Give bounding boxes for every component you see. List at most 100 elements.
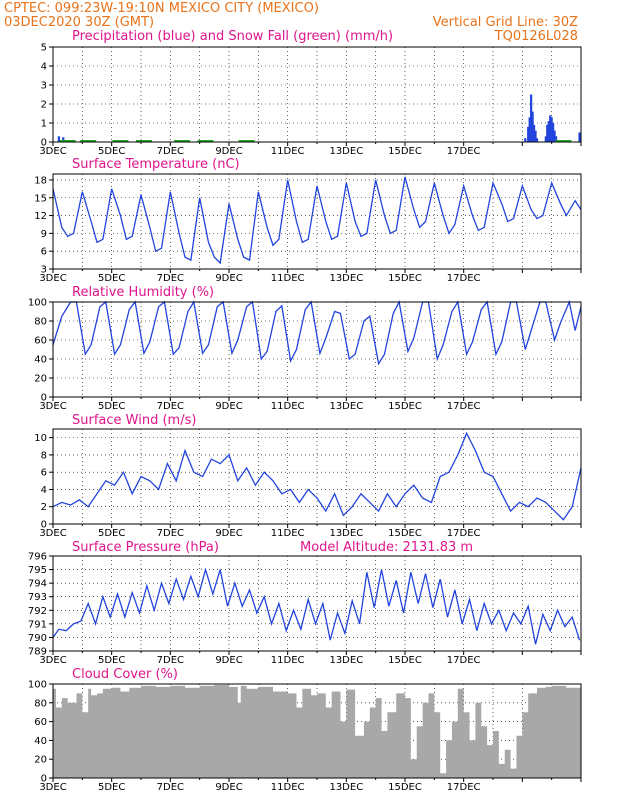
wind-xtick-label: 13DEC	[329, 528, 363, 539]
pressure-xtick-label: 11DEC	[271, 655, 305, 666]
humidity-series-line	[52, 299, 582, 366]
cloud-xtick-label: 15DEC	[388, 782, 422, 793]
humidity-ytick-label: 40	[34, 355, 47, 366]
cloud-xtick-label: 17DEC	[447, 782, 481, 793]
header-grid-note: Vertical Grid Line: 30Z	[433, 15, 578, 30]
precip-bar	[549, 115, 552, 142]
wind-panel-title: Surface Wind (m/s)	[72, 413, 196, 428]
cloud-ytick-label: 0	[41, 774, 47, 785]
pressure-series-line	[52, 567, 581, 645]
temperature-xtick-label: 5DEC	[98, 273, 125, 284]
precip-xtick-label: 15DEC	[388, 146, 422, 157]
precip-ytick-label: 0	[41, 138, 47, 149]
precip-ytick-label: 2	[41, 100, 47, 111]
precip-bar	[534, 130, 537, 142]
precip-bar	[57, 136, 60, 142]
cloud-xtick-label: 7DEC	[157, 782, 184, 793]
pressure-xtick-label: 9DEC	[215, 655, 242, 666]
precip-bar	[553, 130, 556, 142]
precip-panel-title: Precipitation (blue) and Snow Fall (gree…	[72, 29, 393, 44]
precip-bar	[535, 138, 539, 142]
temperature-xtick-label: 9DEC	[215, 273, 242, 284]
snow-bar	[238, 140, 255, 142]
humidity-xtick-label: 3DEC	[39, 401, 66, 412]
cloud-xtick-label: 11DEC	[271, 782, 305, 793]
wind-series-line	[52, 431, 582, 521]
precip-bar	[530, 94, 533, 142]
humidity-xtick-label: 7DEC	[157, 401, 184, 412]
wind-ytick-label: 4	[41, 485, 47, 496]
wind-xtick-label: 9DEC	[215, 528, 242, 539]
snow-bar	[112, 140, 129, 142]
cloud-cover-area	[53, 684, 581, 778]
pressure-ytick-label: 791	[28, 619, 47, 630]
temperature-ytick-label: 18	[34, 175, 47, 186]
humidity-ytick-label: 100	[28, 298, 47, 309]
temperature-xtick-label: 15DEC	[388, 273, 422, 284]
pressure-xtick-label: 3DEC	[39, 655, 66, 666]
pressure-ytick-label: 794	[28, 579, 47, 590]
temperature-xtick-label: 17DEC	[447, 273, 481, 284]
cloud-xtick-label: 13DEC	[329, 782, 363, 793]
precip-xtick-label: 9DEC	[215, 146, 242, 157]
pressure-xtick-label: 15DEC	[388, 655, 422, 666]
temperature-xtick-label: 3DEC	[39, 273, 66, 284]
cloud-ytick-label: 60	[34, 717, 47, 728]
temperature-ytick-label: 9	[41, 229, 47, 240]
wind-ytick-label: 8	[41, 450, 47, 461]
precip-xtick-label: 3DEC	[39, 146, 66, 157]
pressure-ytick-label: 790	[28, 633, 47, 644]
humidity-ytick-label: 60	[34, 336, 47, 347]
humidity-xtick-label: 11DEC	[271, 401, 305, 412]
cloud-ytick-label: 20	[34, 755, 47, 766]
model-altitude-note: Model Altitude: 2131.83 m	[300, 540, 473, 555]
header-run-time: 03DEC2020 30Z (GMT)	[4, 15, 154, 30]
temperature-panel-title: Surface Temperature (nC)	[72, 157, 240, 172]
precip-ytick-label: 3	[41, 81, 47, 92]
precip-ytick-label: 5	[41, 43, 47, 54]
precip-ytick-label: 1	[41, 119, 47, 130]
precip-bar	[524, 138, 527, 142]
temperature-panel: 3 6 9 12 15 18 3DEC 5DEC 7DEC 9DEC 11DEC 13DEC 15DEC…	[34, 173, 582, 284]
humidity-ytick-label: 20	[34, 374, 47, 385]
pressure-ytick-label: 792	[28, 606, 47, 617]
temperature-ytick-label: 3	[41, 265, 47, 276]
humidity-xtick-label: 15DEC	[388, 401, 422, 412]
wind-xtick-label: 7DEC	[157, 528, 184, 539]
cloud-xtick-label: 5DEC	[98, 782, 125, 793]
cloud-xtick-label: 9DEC	[215, 782, 242, 793]
pressure-xtick-label: 7DEC	[157, 655, 184, 666]
precip-bar	[532, 124, 536, 142]
humidity-xtick-label: 9DEC	[215, 401, 242, 412]
cloud-xtick-label: 3DEC	[39, 782, 66, 793]
temperature-xtick-label: 13DEC	[329, 273, 363, 284]
wind-ytick-label: 6	[41, 468, 47, 479]
precip-bar	[528, 117, 531, 142]
pressure-xtick-label: 5DEC	[98, 655, 125, 666]
wind-panel: 0 2 4 6 8 10 3DEC 5DEC 7DEC 9DEC 11DEC 13DEC 15DEC 17…	[34, 428, 582, 539]
wind-xtick-label: 15DEC	[388, 528, 422, 539]
wind-xtick-label: 11DEC	[271, 528, 305, 539]
precip-bar	[550, 117, 553, 142]
precip-xtick-label: 7DEC	[157, 146, 184, 157]
precip-bar	[552, 123, 555, 142]
cloud-ytick-label: 40	[34, 736, 47, 747]
humidity-panel: 0 20 40 60 80 100 3DEC 5DEC 7DEC 9DEC 11DEC 13DEC 15…	[28, 298, 582, 412]
precip-xtick-label: 13DEC	[329, 146, 363, 157]
wind-xtick-label: 3DEC	[39, 528, 66, 539]
snow-bar	[59, 140, 76, 142]
pressure-panel: 789 790 791 792 793 794 795 796 3DEC 5DEC 7DEC 9DEC…	[28, 552, 582, 666]
wind-xtick-label: 17DEC	[447, 528, 481, 539]
precip-bar	[527, 126, 530, 142]
precip-bar	[554, 136, 558, 142]
precip-ytick-label: 4	[41, 62, 47, 73]
humidity-ytick-label: 0	[41, 393, 47, 404]
precip-bar	[546, 124, 549, 142]
pressure-ytick-label: 793	[28, 592, 47, 603]
precip-bar	[544, 136, 547, 142]
snow-bar	[80, 140, 97, 142]
temperature-series-line	[52, 176, 582, 265]
pressure-panel-title: Surface Pressure (hPa)	[72, 540, 219, 555]
precip-bar	[547, 121, 550, 142]
